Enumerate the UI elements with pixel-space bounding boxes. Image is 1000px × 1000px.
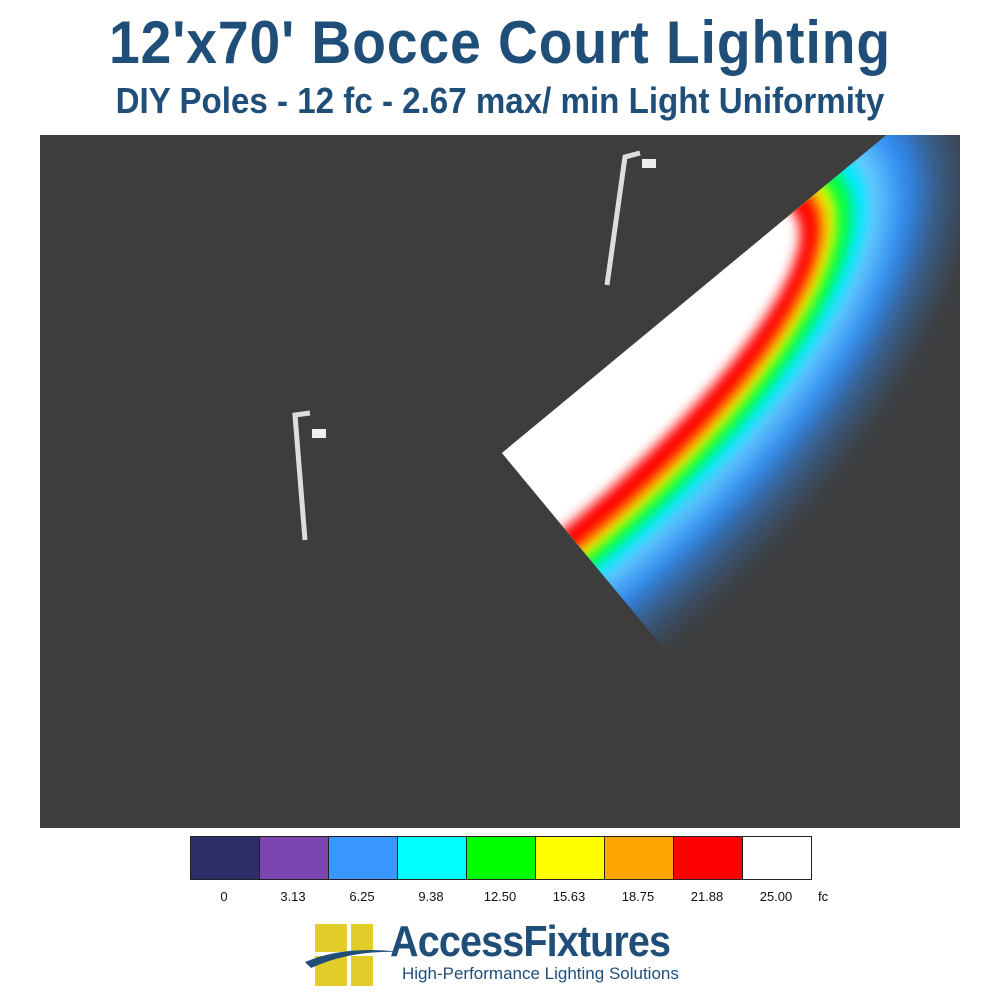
legend-tick-label: 12.50	[483, 889, 517, 904]
legend-tick-label: 15.63	[552, 889, 586, 904]
legend-tick-label: 18.75	[621, 889, 655, 904]
legend-swatch	[536, 837, 605, 879]
pole-fixture-icon	[642, 159, 656, 168]
illuminance-heatmap	[40, 135, 960, 828]
brand-tagline: High-Performance Lighting Solutions	[402, 964, 679, 983]
legend-tick-label: 0	[220, 889, 228, 904]
brand-name: AccessFixtures	[390, 917, 671, 966]
legend-swatch	[467, 837, 536, 879]
color-scale-ticks: 0 3.13 6.25 9.38 12.50 15.63 18.75 21.88 25.00	[190, 889, 890, 905]
unit-label: fc	[818, 889, 829, 904]
legend-tick-label: 21.88	[690, 889, 724, 904]
color-scale-legend	[190, 836, 812, 880]
legend-swatch	[674, 837, 743, 879]
legend-swatch	[260, 837, 329, 879]
page-title: 12'x70' Bocce Court Lighting	[108, 9, 892, 76]
access-fixtures-logo	[305, 924, 400, 986]
legend-swatch	[329, 837, 398, 879]
legend-swatch	[398, 837, 467, 879]
legend-swatch	[605, 837, 674, 879]
legend-tick-label: 6.25	[349, 889, 375, 904]
legend-tick-label: 9.38	[418, 889, 444, 904]
legend-swatch	[191, 837, 260, 879]
light-pole	[292, 150, 641, 541]
pole-fixture-icon	[312, 429, 326, 438]
legend-swatch	[743, 837, 811, 879]
page-subtitle: DIY Poles - 12 fc - 2.67 max/ min Light …	[115, 80, 885, 121]
legend-tick-label: 25.00	[759, 889, 793, 904]
legend-tick-label: 3.13	[280, 889, 306, 904]
